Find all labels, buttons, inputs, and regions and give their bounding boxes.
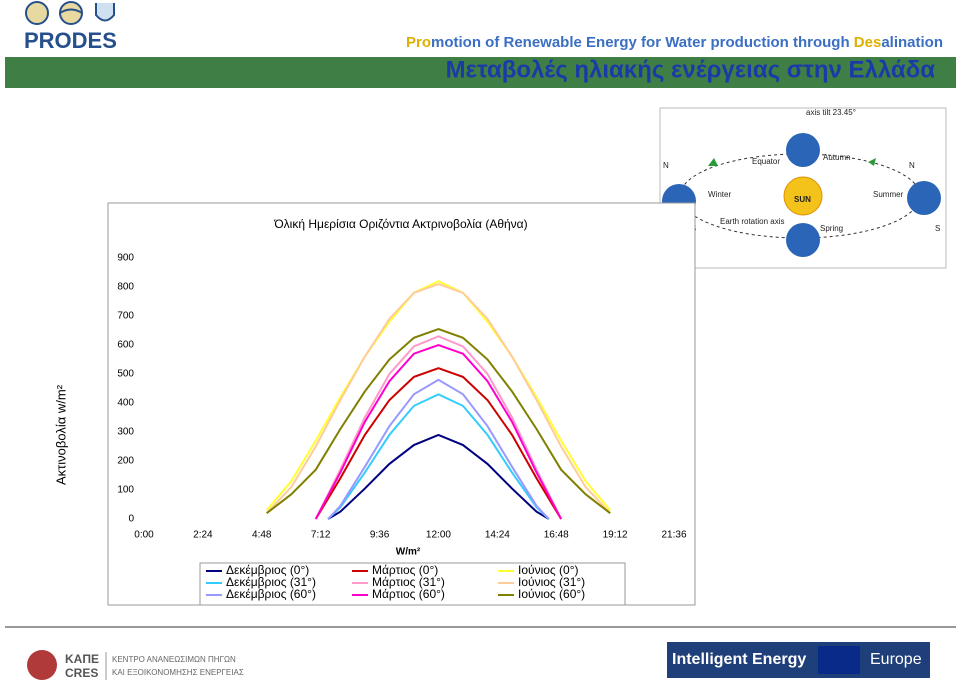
- diagram-label: Spring: [820, 224, 843, 233]
- arrow: [708, 158, 718, 166]
- subtitle-part: Pro: [406, 34, 431, 51]
- diagram-label: S: [935, 224, 940, 233]
- series-line: [314, 343, 563, 520]
- x-tick-label: 7:12: [311, 530, 331, 541]
- y-tick-label: 400: [117, 398, 134, 409]
- x-tick-label: 16:48: [544, 530, 569, 541]
- chart-frame: [107, 202, 696, 606]
- prodes-logo: PRODES: [24, 1, 117, 53]
- y-tick-label: 100: [117, 485, 134, 496]
- header-subtitle: Promotion of Renewable Energy for Water …: [406, 34, 943, 51]
- earth: [786, 223, 820, 257]
- series-line: [265, 283, 611, 514]
- diagram-label: Autumn: [823, 153, 851, 162]
- y-tick-label: 300: [117, 427, 134, 438]
- x-tick-label: 19:12: [603, 530, 628, 541]
- iee-box: [667, 642, 930, 678]
- iee-text: Intelligent Energy: [672, 651, 806, 668]
- y-tick-label: 0: [128, 514, 134, 525]
- legend-label: Ιούνιος (60°): [518, 587, 585, 601]
- iee-text: Europe: [870, 651, 922, 668]
- legend-label: Δεκέμβριος (0°): [226, 563, 309, 577]
- x-tick-label: 21:36: [661, 530, 686, 541]
- y-tick-label: 900: [117, 253, 134, 264]
- x-axis-label: W/m²: [396, 547, 421, 558]
- sun: [783, 176, 823, 216]
- x-tick-label: 2:24: [193, 530, 213, 541]
- diagram-label: Winter: [708, 190, 731, 199]
- arrow: [868, 158, 876, 166]
- cres-text: ΚΑΠΕ: [65, 652, 99, 666]
- series-line: [327, 378, 550, 520]
- iee-logo: Intelligent Energy Europe: [667, 642, 930, 678]
- legend-label: Ιούνιος (31°): [518, 575, 585, 589]
- x-tick-label: 14:24: [485, 530, 510, 541]
- subtitle-part: motion of Renewable Energy for Water pro…: [431, 34, 854, 51]
- x-tick-label: 4:48: [252, 530, 272, 541]
- orbit-diagram: axis tilt 23.45° N Equator Autumn N Wint…: [659, 107, 947, 269]
- x-tick-label: 9:36: [370, 530, 390, 541]
- logo-text: PRODES: [24, 28, 117, 53]
- y-tick-label: 200: [117, 456, 134, 467]
- diagram-label: N: [663, 161, 669, 170]
- legend-label: Μάρτιος (0°): [372, 563, 438, 577]
- chart-title: Όλική Ημερίσια Οριζόντια Ακτρινοβολία (Α…: [273, 217, 527, 231]
- diagram-label: Equator: [752, 157, 780, 166]
- x-tick-label: 0:00: [134, 530, 154, 541]
- y-tick-label: 500: [117, 369, 134, 380]
- cres-text: CRES: [65, 666, 98, 680]
- legend-label: Μάρτιος (31°): [372, 575, 445, 589]
- cres-emblem: [27, 650, 57, 680]
- legend-label: Μάρτιος (60°): [372, 587, 445, 601]
- slide-title: Μεταβολές ηλιακής ενέργειας στην Ελλάδα: [446, 56, 936, 83]
- series-line: [327, 393, 550, 520]
- y-tick-label: 800: [117, 282, 134, 293]
- diagram-label: Earth rotation axis: [720, 217, 784, 226]
- earth: [907, 181, 941, 215]
- diagram-label: Summer: [873, 190, 904, 199]
- diagram-label: N: [909, 161, 915, 170]
- series-line: [314, 335, 563, 520]
- subtitle-part: Des: [854, 34, 882, 51]
- cres-text: ΚΑΙ ΕΞΟΙΚΟΝΟΜΗΣΗΣ ΕΝΕΡΓΕΙΑΣ: [112, 668, 244, 677]
- series-line: [314, 367, 562, 520]
- legend-label: Δεκέμβριος (31°): [226, 575, 316, 589]
- subtitle-part: alination: [881, 34, 943, 51]
- y-axis-label: Ακτινοβολία w/m²: [53, 384, 68, 485]
- legend-box: [199, 562, 626, 606]
- chart: Όλική Ημερίσια Οριζόντια Ακτρινοβολία (Α…: [53, 217, 687, 606]
- earth: [786, 133, 820, 167]
- legend-label: Ιούνιος (0°): [518, 563, 579, 577]
- x-tick-label: 12:00: [426, 530, 451, 541]
- series-line: [265, 280, 611, 511]
- cres-text: ΚΕΝΤΡΟ ΑΝΑΝΕΩΣΙΜΩΝ ΠΗΓΩΝ: [112, 655, 236, 664]
- series-line: [266, 327, 611, 514]
- series-line: [327, 433, 550, 520]
- title-bar: [5, 57, 956, 88]
- cres-logo: ΚΑΠΕ CRES ΚΕΝΤΡΟ ΑΝΑΝΕΩΣΙΜΩΝ ΠΗΓΩΝ ΚΑΙ Ε…: [27, 650, 244, 680]
- y-tick-label: 600: [117, 340, 134, 351]
- y-tick-label: 700: [117, 311, 134, 322]
- diagram-label: axis tilt 23.45°: [806, 108, 856, 117]
- legend-label: Δεκέμβριος (60°): [226, 587, 316, 601]
- diagram-label: SUN: [794, 195, 811, 204]
- eu-flag: [818, 646, 860, 674]
